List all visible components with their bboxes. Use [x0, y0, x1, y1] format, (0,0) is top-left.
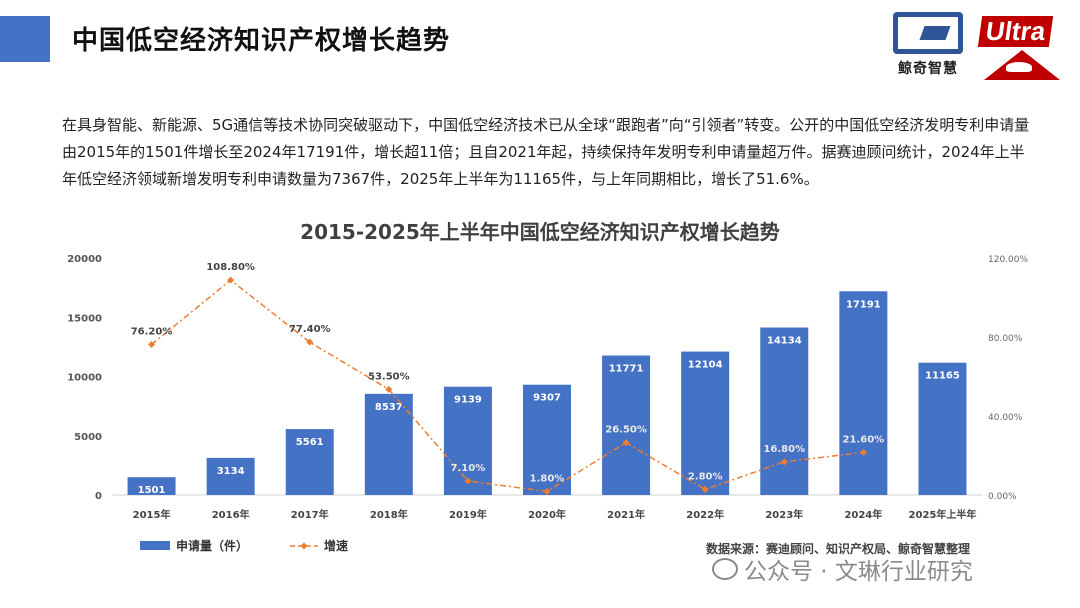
y-left-tick-label: 20000 — [67, 254, 102, 265]
y-right-tick-label: 80.00% — [988, 334, 1023, 344]
x-tick-label: 2022年 — [686, 508, 724, 521]
bar-value-label: 17191 — [846, 299, 881, 310]
page-title: 中国低空经济知识产权增长趋势 — [72, 26, 451, 56]
growth-point-8 — [780, 458, 788, 466]
bar-0 — [127, 477, 176, 495]
bar-value-label: 11771 — [609, 364, 644, 375]
growth-point-2 — [306, 338, 314, 346]
x-tick-label: 2024年 — [844, 508, 882, 521]
bar-4 — [443, 386, 492, 495]
growth-point-3 — [385, 385, 393, 393]
brand-logo: 鲸奇智慧 — [888, 10, 968, 77]
growth-value-label: 2.80% — [688, 471, 723, 482]
growth-line — [151, 279, 864, 493]
y-right-tick-label: 120.00% — [988, 255, 1028, 265]
wechat-icon — [712, 558, 738, 580]
growth-point-9 — [859, 448, 867, 456]
growth-point-0 — [148, 341, 156, 349]
logo-frame-icon — [893, 12, 963, 54]
bar-6 — [602, 355, 651, 495]
growth-point-7 — [701, 485, 709, 493]
bar-value-label: 9139 — [454, 395, 482, 406]
x-tick-label: 2020年 — [528, 508, 566, 521]
x-tick-label: 2019年 — [449, 508, 487, 521]
intro-paragraph: 在具身智能、新能源、5G通信等技术协同突破驱动下，中国低空经济技术已从全球“跟跑… — [62, 116, 1030, 188]
bar-value-label: 11165 — [925, 371, 960, 382]
x-tick-label: 2017年 — [291, 508, 329, 521]
bar-8 — [760, 327, 809, 495]
x-tick-label: 2023年 — [765, 508, 803, 521]
bar-10 — [918, 362, 967, 495]
bar-1 — [206, 457, 255, 495]
watermark: 公众号 · 文琳行业研究 — [744, 559, 973, 585]
data-source: 数据来源：赛迪顾问、知识产权局、鲸奇智慧整理 — [706, 542, 971, 556]
growth-value-label: 76.20% — [131, 327, 173, 338]
bar-9 — [839, 291, 888, 495]
growth-value-label: 1.80% — [530, 473, 565, 484]
bar-value-label: 5561 — [296, 437, 324, 448]
accent-bar — [0, 16, 50, 62]
bar-value-label: 8537 — [375, 402, 403, 413]
bar-7 — [681, 351, 730, 495]
x-tick-label: 2015年 — [133, 508, 171, 521]
growth-point-4 — [464, 477, 472, 485]
growth-value-label: 108.80% — [206, 262, 255, 273]
x-tick-label: 2021年 — [607, 508, 645, 521]
legend-bar-label: 申请量（件） — [176, 538, 248, 553]
legend-bar-swatch — [140, 541, 170, 550]
x-tick-label: 2025年上半年 — [909, 508, 977, 521]
growth-value-label: 53.50% — [368, 371, 410, 382]
growth-value-label: 16.80% — [763, 444, 805, 455]
y-left-tick-label: 5000 — [74, 432, 102, 443]
y-left-tick-label: 10000 — [67, 373, 102, 384]
growth-point-1 — [227, 276, 235, 284]
y-right-tick-label: 0.00% — [988, 492, 1017, 502]
bar-2 — [285, 429, 334, 495]
bar-value-label: 14134 — [767, 336, 802, 347]
y-left-tick-label: 0 — [95, 491, 102, 502]
bar-value-label: 3134 — [217, 466, 245, 477]
legend-line-label: 增速 — [324, 538, 348, 553]
growth-value-label: 77.40% — [289, 324, 331, 335]
growth-point-5 — [543, 487, 551, 495]
x-tick-label: 2018年 — [370, 508, 408, 521]
growth-value-label: 21.60% — [843, 434, 885, 445]
y-left-tick-label: 15000 — [67, 313, 102, 324]
x-tick-label: 2016年 — [212, 508, 250, 521]
y-right-tick-label: 40.00% — [988, 413, 1023, 423]
legend-line-marker — [300, 542, 308, 550]
bar-value-label: 9307 — [533, 393, 561, 404]
growth-point-6 — [622, 439, 630, 447]
growth-value-label: 7.10% — [451, 463, 486, 474]
growth-value-label: 26.50% — [605, 425, 647, 436]
bar-value-label: 1501 — [138, 485, 166, 496]
bar-3 — [364, 393, 413, 495]
logo-text: 鲸奇智慧 — [898, 61, 958, 77]
bar-5 — [523, 384, 571, 495]
bar-value-label: 12104 — [688, 360, 723, 371]
ultra-bird-icon — [1006, 62, 1032, 72]
chart-title: 2015-2025年上半年中国低空经济知识产权增长趋势 — [300, 220, 780, 244]
ultra-logo: Ultra — [978, 10, 1060, 82]
